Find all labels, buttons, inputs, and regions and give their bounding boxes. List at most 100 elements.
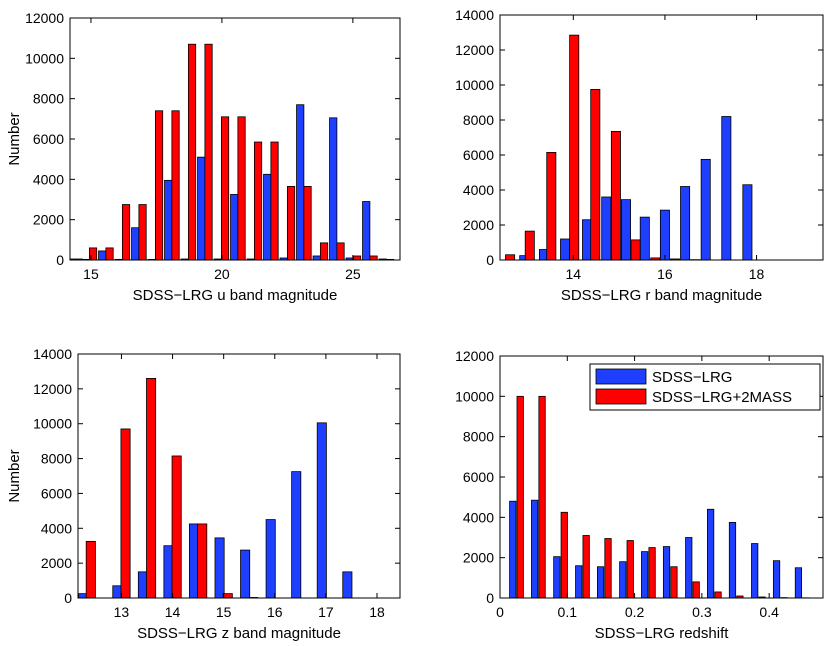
ytick-label-z-3: 6000 [41,485,72,501]
bar-redshift-sdss-lrg-12 [772,560,781,599]
ytick-label-redshift-1: 2000 [463,550,494,566]
legend-swatch-sdss-lrg-2mass [595,388,647,405]
xlabel-redshift: SDSS−LRG redshift [595,625,730,642]
ytick-label-redshift-4: 8000 [463,429,494,445]
bar-r-sdss-lrg-2mass-6 [630,239,641,261]
bar-u-sdss-lrg-15 [312,255,321,261]
bar-redshift-sdss-lrg-10 [728,521,737,599]
bar-redshift-sdss-lrg-2mass-6 [648,547,656,599]
bar-redshift-sdss-lrg-2 [553,556,561,599]
bar-u-sdss-lrg-2mass-11 [253,141,263,261]
bar-z-sdss-lrg-2mass-4 [197,523,208,599]
xlabel-r: SDSS−LRG r band magnitude [561,287,762,304]
ytick-label-r-0: 0 [486,252,494,268]
ytick-label-redshift-6: 12000 [455,348,494,364]
bar-r-sdss-lrg-9 [700,158,711,261]
bar-u-sdss-lrg-14 [296,104,305,261]
bar-u-sdss-lrg-2mass-17 [352,255,362,261]
xtick-label-u-0: 15 [83,266,99,282]
bar-redshift-sdss-lrg-5 [619,561,627,599]
bar-z-sdss-lrg-2mass-3 [171,455,182,599]
ytick-label-z-6: 12000 [33,381,72,397]
xtick-label-u-1: 20 [214,266,230,282]
xtick-label-redshift-0: 0 [496,604,504,620]
bar-redshift-sdss-lrg-2mass-5 [626,540,634,599]
ytick-label-r-7: 14000 [455,7,494,23]
bar-r-sdss-lrg-7 [659,209,670,261]
bar-r-sdss-lrg-6 [639,216,650,261]
bar-redshift-sdss-lrg-1 [531,499,539,599]
bar-r-sdss-lrg-2mass-0 [505,254,516,261]
ytick-label-redshift-3: 6000 [463,469,494,485]
bar-z-sdss-lrg-2mass-1 [120,428,131,599]
bar-redshift-sdss-lrg-2mass-2 [560,511,568,599]
bar-u-sdss-lrg-2mass-13 [286,185,296,261]
ytick-label-redshift-5: 10000 [455,388,494,404]
xtick-label-z-3: 16 [267,604,283,620]
ytick-label-r-1: 2000 [463,217,494,233]
bar-z-sdss-lrg-2mass-0 [85,540,96,599]
bar-u-sdss-lrg-2mass-15 [319,242,329,261]
bar-z-sdss-lrg-10 [342,571,353,599]
bar-z-sdss-lrg-2mass-2 [146,377,157,599]
xtick-label-z-5: 18 [369,604,385,620]
bar-u-sdss-lrg-2mass-6 [171,110,180,261]
bar-u-sdss-lrg-18 [362,201,371,261]
chart-redshift: 0 2000 4000 6000 8000 10000 12000 0 0.1 0.2 0.3 0.4… [455,348,824,642]
xlabel-z: SDSS−LRG z band magnitude [137,625,341,642]
xtick-label-redshift-2: 0.2 [625,604,645,620]
xtick-label-r-1: 16 [657,266,673,282]
ytick-label-r-5: 10000 [455,77,494,93]
bar-u-sdss-lrg-2 [98,250,107,261]
bar-r-sdss-lrg-10 [721,116,732,261]
bar-z-sdss-lrg-2mass-5 [222,593,233,599]
xtick-label-z-4: 17 [318,604,334,620]
bar-u-sdss-lrg-2mass-8 [204,43,213,261]
xtick-label-z-0: 13 [114,604,130,620]
bar-r-sdss-lrg-5 [621,199,631,261]
legend: SDSS−LRG SDSS−LRG+2MASS [589,363,821,411]
chart-r: 0 2000 4000 6000 8000 10000 12000 14000 14 16 18 SD… [455,7,824,304]
bar-r-sdss-lrg-2mass-5 [610,130,621,261]
bar-r-sdss-lrg-8 [680,186,691,261]
ytick-label-r-3: 6000 [463,147,494,163]
ytick-label-u-5: 10000 [25,50,64,66]
bar-r-sdss-lrg-3 [582,219,593,261]
bar-u-sdss-lrg-2mass-4 [138,204,147,261]
bar-u-sdss-lrg-8 [197,156,206,261]
ytick-label-r-2: 4000 [463,182,494,198]
xtick-label-u-2: 25 [345,266,361,282]
xtick-label-r-2: 18 [749,266,765,282]
legend-label-sdss-lrg-2mass: SDSS−LRG+2MASS [652,389,792,406]
bar-redshift-sdss-lrg-3 [575,565,583,599]
bar-redshift-sdss-lrg-11 [751,543,759,599]
xlabel-u: SDSS−LRG u band magnitude [133,287,338,304]
bar-u-sdss-lrg-4 [131,227,140,261]
bar-z-sdss-lrg-6 [240,549,251,599]
bar-u-sdss-lrg-2mass-12 [270,141,279,261]
ytick-label-u-0: 0 [56,252,64,268]
ytick-label-redshift-0: 0 [486,590,494,606]
ytick-label-z-1: 2000 [41,555,72,571]
bar-z-sdss-lrg-5 [214,537,225,599]
xtick-label-z-2: 15 [216,604,232,620]
axes-box-z [77,353,401,599]
bar-z-sdss-lrg-7 [265,519,276,599]
ylabel-z: Number [6,449,23,502]
axes-box-r [499,14,824,261]
legend-swatch-sdss-lrg [595,368,647,385]
bar-u-sdss-lrg-6 [164,179,173,261]
bar-redshift-sdss-lrg-9 [707,508,715,599]
bar-redshift-sdss-lrg-0 [509,500,517,599]
ytick-label-r-4: 8000 [463,112,494,128]
bar-redshift-sdss-lrg-2mass-3 [582,535,590,599]
ytick-label-u-4: 8000 [33,91,64,107]
ylabel-u: Number [6,112,23,165]
bar-r-sdss-lrg-2mass-2 [546,151,557,261]
bar-u-sdss-lrg-2mass-9 [220,116,230,261]
bar-redshift-sdss-lrg-4 [597,566,605,599]
bar-u-sdss-lrg-16 [329,117,338,261]
ytick-label-z-2: 4000 [41,520,72,536]
chart-u: 0 2000 4000 6000 8000 10000 12000 15 20 25 SDSS−LR… [6,10,401,304]
